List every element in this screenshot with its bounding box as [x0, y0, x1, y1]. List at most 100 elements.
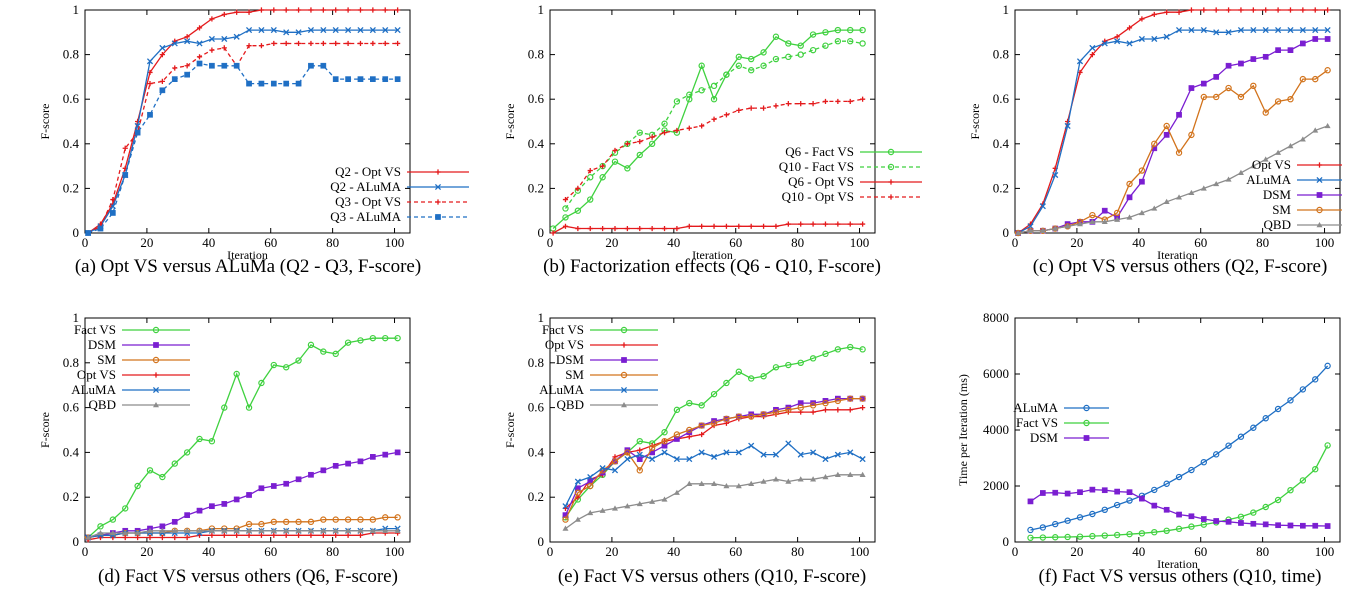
data-point	[810, 409, 816, 415]
x-tick-label: 40	[1132, 544, 1145, 559]
legend-marker	[621, 402, 627, 408]
data-point	[834, 38, 842, 45]
data-point	[674, 225, 680, 232]
y-tick-label: 0.4	[528, 136, 545, 151]
legend-label: DSM	[88, 337, 117, 352]
data-point	[1126, 530, 1133, 538]
data-point	[369, 334, 377, 342]
data-point	[332, 350, 339, 358]
x-tick-label: 60	[729, 544, 742, 559]
series-qbd	[562, 471, 866, 531]
data-point	[370, 40, 376, 47]
data-point	[382, 451, 389, 458]
data-point	[1151, 205, 1158, 211]
series-aluma	[562, 440, 866, 510]
data-point	[332, 27, 339, 34]
x-tick-label: 100	[850, 544, 870, 559]
data-point	[159, 527, 166, 533]
data-point	[209, 532, 215, 538]
y-tick-label: 0.2	[993, 180, 1009, 195]
series-dsm	[1027, 486, 1331, 529]
legend-marker	[1083, 419, 1090, 427]
data-point	[308, 7, 314, 13]
data-point	[636, 500, 643, 507]
x-tick-label: 20	[605, 235, 618, 250]
data-point	[1101, 506, 1108, 513]
data-point	[1052, 534, 1059, 541]
series-line	[87, 29, 398, 234]
data-point	[1299, 27, 1306, 34]
data-point	[394, 27, 401, 34]
plot-frame	[1014, 317, 1341, 543]
data-point	[711, 480, 718, 486]
data-point	[574, 516, 581, 522]
legend-label: QBD	[89, 397, 116, 412]
series-line	[87, 337, 398, 538]
data-point	[258, 43, 265, 49]
data-point	[1175, 525, 1183, 533]
x-tick-label: 0	[1012, 235, 1019, 250]
data-point	[1052, 489, 1059, 496]
data-point	[1113, 501, 1121, 509]
data-point	[332, 527, 339, 533]
data-point	[1151, 140, 1158, 147]
data-point	[760, 49, 767, 56]
legend-marker	[1316, 162, 1323, 168]
data-point	[822, 399, 829, 407]
data-point	[1114, 34, 1120, 40]
data-point	[1027, 498, 1034, 505]
y-tick-label: 0.2	[63, 180, 79, 195]
y-tick-label: 0.6	[528, 91, 545, 106]
data-point	[258, 80, 265, 87]
data-point	[1312, 376, 1319, 383]
data-point	[109, 530, 116, 536]
data-point	[208, 527, 215, 533]
data-point	[85, 230, 91, 236]
data-point	[1300, 7, 1306, 13]
data-point	[394, 76, 401, 82]
data-point	[574, 207, 582, 214]
data-point	[822, 456, 829, 463]
data-point	[1201, 7, 1207, 13]
data-point	[344, 339, 352, 346]
data-point	[208, 438, 216, 445]
legend-label: Q6 - Fact VS	[785, 144, 854, 159]
legend-marker	[1083, 404, 1090, 412]
data-point	[345, 532, 351, 538]
data-point	[295, 40, 302, 47]
data-point	[1139, 16, 1145, 22]
y-tick-label: 0.4	[63, 136, 80, 151]
y-tick-label: 0.8	[993, 47, 1009, 62]
chart-caption: (f) Fact VS versus others (Q10, time)	[1038, 566, 1321, 587]
data-point	[1113, 531, 1121, 539]
data-point	[785, 221, 791, 227]
data-point	[1200, 27, 1207, 34]
data-point	[1039, 203, 1046, 210]
data-point	[221, 45, 227, 51]
data-point	[834, 451, 841, 458]
y-axis-label: Time per Iteration (ms)	[956, 374, 970, 486]
data-point	[575, 225, 581, 232]
data-point	[1113, 209, 1121, 217]
data-point	[847, 26, 854, 34]
data-point	[394, 334, 401, 342]
data-point	[612, 147, 618, 154]
data-point	[233, 496, 240, 503]
data-point	[221, 501, 228, 507]
data-point	[562, 223, 569, 229]
data-point	[649, 498, 656, 504]
x-tick-label: 100	[1315, 544, 1335, 559]
data-point	[661, 130, 668, 136]
data-point	[686, 456, 693, 463]
data-point	[1225, 84, 1232, 92]
data-point	[859, 40, 866, 47]
x-tick-label: 40	[667, 235, 680, 250]
data-point	[320, 532, 326, 538]
data-point	[184, 512, 190, 518]
data-point	[710, 390, 718, 398]
data-point	[295, 527, 302, 533]
series-qbd	[85, 527, 401, 540]
y-tick-label: 0.6	[993, 91, 1010, 106]
legend-label: Q3 - ALuMA	[330, 209, 401, 224]
data-point	[711, 116, 717, 122]
